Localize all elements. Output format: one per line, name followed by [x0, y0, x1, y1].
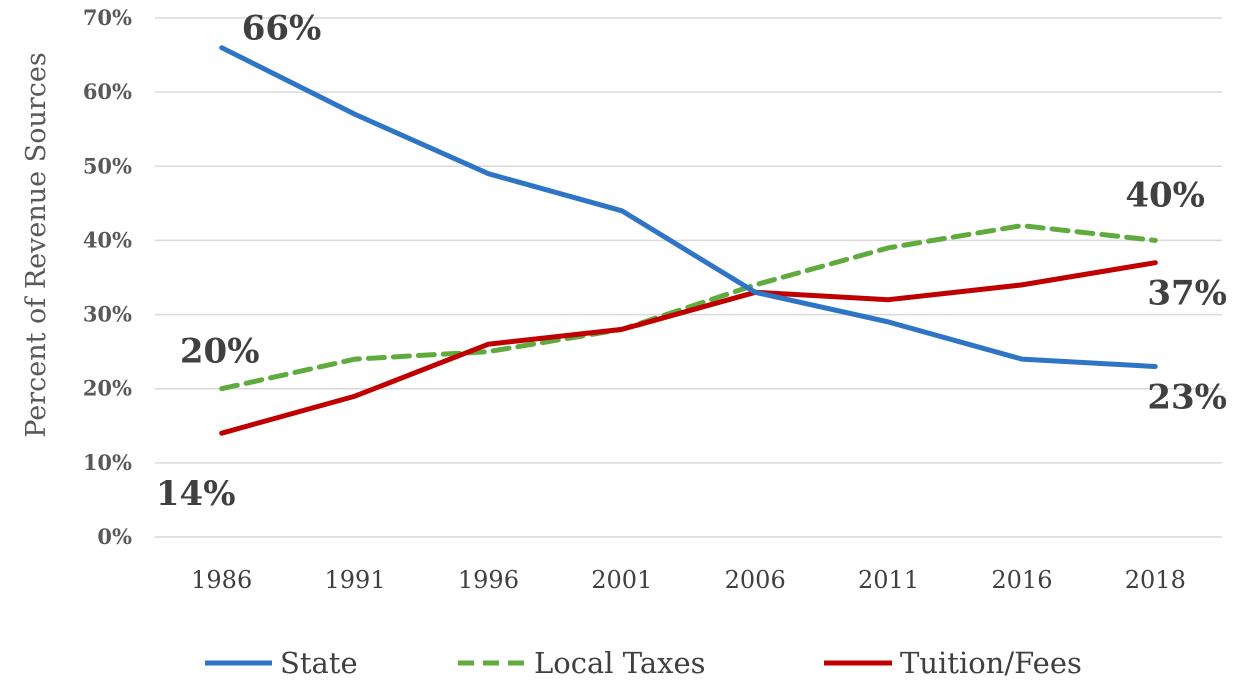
data-labels: 66% 23% 20% 40% 14% 37% — [156, 9, 1227, 515]
series-lines — [219, 45, 1158, 436]
data-label: 23% — [1147, 377, 1227, 417]
legend-label: State — [280, 646, 358, 680]
x-tick-label: 2001 — [591, 566, 652, 594]
y-tick-label: 0% — [97, 524, 132, 549]
data-label: 14% — [156, 474, 236, 514]
x-axis-ticks: 1986 1991 1996 2001 2006 2011 2016 2018 — [191, 566, 1186, 594]
x-tick-label: 2018 — [1125, 566, 1186, 594]
legend-item: Local Taxes — [458, 646, 706, 680]
y-tick-label: 20% — [83, 376, 132, 401]
data-label: 66% — [242, 9, 322, 49]
gridlines — [155, 17, 1222, 538]
x-tick-label: 2006 — [725, 566, 786, 594]
x-tick-label: 1991 — [325, 566, 386, 594]
series-line-state — [219, 45, 1158, 369]
data-label: 20% — [180, 332, 260, 372]
x-tick-label: 1996 — [458, 566, 519, 594]
y-tick-label: 30% — [83, 302, 132, 327]
legend-label: Local Taxes — [534, 646, 706, 680]
legend-item: State — [205, 646, 358, 680]
data-label: 37% — [1147, 274, 1227, 314]
y-tick-label: 10% — [83, 450, 132, 475]
y-tick-label: 60% — [83, 79, 132, 104]
y-tick-label: 40% — [83, 227, 132, 252]
series-line-tuition-fees — [219, 260, 1158, 436]
legend-label: Tuition/Fees — [900, 646, 1082, 680]
data-label: 40% — [1125, 175, 1205, 215]
x-tick-label: 2016 — [991, 566, 1052, 594]
y-tick-label: 70% — [83, 5, 132, 30]
y-axis-ticks: 0% 10% 20% 30% 40% 50% 60% 70% — [83, 5, 132, 549]
x-tick-label: 2011 — [858, 566, 919, 594]
series-line-local-taxes — [219, 223, 1158, 392]
y-axis-label: Percent of Revenue Sources — [21, 52, 52, 437]
x-tick-label: 1986 — [191, 566, 252, 594]
legend-item: Tuition/Fees — [824, 646, 1082, 680]
legend: State Local Taxes Tuition/Fees — [205, 646, 1082, 680]
y-tick-label: 50% — [83, 153, 132, 178]
